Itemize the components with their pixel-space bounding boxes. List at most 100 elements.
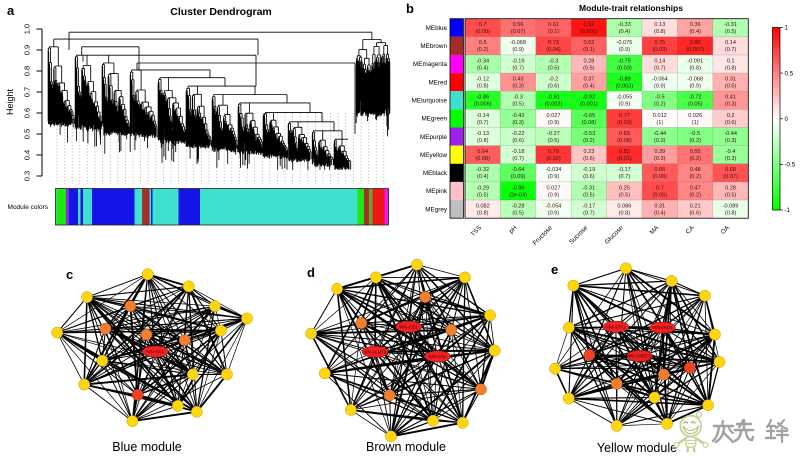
svg-text:Blue module: Blue module xyxy=(112,440,182,454)
svg-text:-0.091: -0.091 xyxy=(687,58,703,64)
svg-text:0: 0 xyxy=(785,116,789,123)
svg-text:(0.8): (0.8) xyxy=(654,29,666,35)
svg-text:MEyellow: MEyellow xyxy=(420,152,447,159)
svg-text:(0.6): (0.6) xyxy=(512,138,524,144)
svg-text:(0.05): (0.05) xyxy=(688,102,703,108)
svg-text:(0.5): (0.5) xyxy=(477,192,489,198)
svg-text:0.027: 0.027 xyxy=(547,113,561,119)
svg-text:-0.17: -0.17 xyxy=(618,167,631,173)
svg-text:0.77: 0.77 xyxy=(619,113,630,119)
svg-text:1.0: 1.0 xyxy=(23,24,32,34)
svg-text:b: b xyxy=(406,1,414,16)
svg-text:(0.2): (0.2) xyxy=(654,102,666,108)
svg-text:(0.1): (0.1) xyxy=(548,29,560,35)
svg-text:0.7: 0.7 xyxy=(23,87,32,97)
svg-text:MEred: MEred xyxy=(428,79,447,86)
svg-text:Brown module: Brown module xyxy=(366,440,446,454)
svg-text:a: a xyxy=(7,3,15,18)
svg-text:(0.07): (0.07) xyxy=(723,174,738,180)
svg-text:0.28: 0.28 xyxy=(725,185,736,191)
svg-text:-0.4: -0.4 xyxy=(726,149,736,155)
svg-text:Module colors: Module colors xyxy=(8,204,49,211)
svg-text:0.25: 0.25 xyxy=(619,185,630,191)
svg-text:(0.05): (0.05) xyxy=(475,29,490,35)
svg-text:(0.5): (0.5) xyxy=(725,192,737,198)
svg-text:(0.7): (0.7) xyxy=(583,211,595,217)
svg-text:0.79: 0.79 xyxy=(548,149,559,155)
svg-text:(0.2): (0.2) xyxy=(477,47,489,53)
svg-text:-0.2: -0.2 xyxy=(549,77,559,83)
svg-text:-0.14: -0.14 xyxy=(476,113,489,119)
svg-text:(0.8): (0.8) xyxy=(725,211,737,217)
svg-text:(0.8): (0.8) xyxy=(477,84,489,90)
svg-text:(0.3): (0.3) xyxy=(725,102,737,108)
svg-text:(0.3): (0.3) xyxy=(654,156,666,162)
svg-text:(0.2): (0.2) xyxy=(583,138,595,144)
svg-text:(0.2): (0.2) xyxy=(689,174,701,180)
svg-text:-0.27: -0.27 xyxy=(547,131,560,137)
svg-text:0.43: 0.43 xyxy=(513,77,524,83)
svg-text:WM-ICD1: WM-ICD1 xyxy=(400,324,419,329)
svg-text:(0.9): (0.9) xyxy=(619,102,631,108)
svg-text:(0.6): (0.6) xyxy=(725,120,737,126)
svg-text:0.13: 0.13 xyxy=(654,22,665,28)
svg-text:0.56: 0.56 xyxy=(513,22,524,28)
svg-text:MEgreen: MEgreen xyxy=(421,116,447,123)
svg-text:-0.31: -0.31 xyxy=(724,22,737,28)
svg-text:(0.5): (0.5) xyxy=(725,29,737,35)
svg-text:WU-SS1: WU-SS1 xyxy=(147,349,164,354)
svg-text:-0.5: -0.5 xyxy=(785,162,796,169)
svg-text:0.012: 0.012 xyxy=(653,113,667,119)
svg-text:-0.18: -0.18 xyxy=(512,149,525,155)
svg-text:-0.33: -0.33 xyxy=(618,22,631,28)
svg-text:(0.8): (0.8) xyxy=(477,138,489,144)
svg-text:0.47: 0.47 xyxy=(690,185,701,191)
svg-text:-0.34: -0.34 xyxy=(476,58,489,64)
svg-text:(0.04): (0.04) xyxy=(546,47,561,53)
svg-text:(0.05): (0.05) xyxy=(652,192,667,198)
svg-text:-0.075: -0.075 xyxy=(616,40,632,46)
svg-text:(0.6): (0.6) xyxy=(583,174,595,180)
svg-text:MEblack: MEblack xyxy=(423,170,448,177)
svg-text:(0.01): (0.01) xyxy=(617,156,632,162)
svg-text:Module-trait relationships: Module-trait relationships xyxy=(579,3,683,13)
svg-text:-0.19: -0.19 xyxy=(583,167,596,173)
svg-text:(0.3): (0.3) xyxy=(512,84,524,90)
svg-text:(0.5): (0.5) xyxy=(512,102,524,108)
svg-text:0.6: 0.6 xyxy=(23,108,32,118)
svg-text:(0.3): (0.3) xyxy=(654,138,666,144)
svg-text:(1): (1) xyxy=(656,120,663,126)
svg-text:0.14: 0.14 xyxy=(654,58,665,64)
svg-text:0.026: 0.026 xyxy=(688,113,702,119)
svg-text:-0.5: -0.5 xyxy=(690,131,700,137)
svg-text:(0.9): (0.9) xyxy=(512,47,524,53)
svg-text:0.48: 0.48 xyxy=(690,167,701,173)
svg-text:0.55: 0.55 xyxy=(690,149,701,155)
svg-text:-0.055: -0.055 xyxy=(616,95,632,101)
svg-text:-0.42: -0.42 xyxy=(512,113,525,119)
svg-text:(0.1): (0.1) xyxy=(583,47,595,53)
svg-text:-0.53: -0.53 xyxy=(583,131,596,137)
svg-text:0.21: 0.21 xyxy=(690,204,701,210)
svg-text:(0.5): (0.5) xyxy=(725,84,737,90)
svg-text:0.7: 0.7 xyxy=(656,185,664,191)
svg-text:(0.001): (0.001) xyxy=(580,29,598,35)
svg-text:-0.5: -0.5 xyxy=(655,95,665,101)
svg-text:WM-CS1: WM-CS1 xyxy=(429,354,447,359)
svg-text:MEturquoise: MEturquoise xyxy=(412,98,448,105)
svg-text:(0.7): (0.7) xyxy=(512,156,524,162)
svg-text:(0.6): (0.6) xyxy=(548,84,560,90)
svg-text:-0.29: -0.29 xyxy=(476,185,489,191)
svg-text:(0.6): (0.6) xyxy=(689,211,701,217)
svg-text:-0.92: -0.92 xyxy=(583,95,596,101)
svg-text:-0.19: -0.19 xyxy=(512,58,525,64)
svg-text:-0.89: -0.89 xyxy=(618,77,631,83)
svg-text:0.14: 0.14 xyxy=(725,40,736,46)
svg-text:0.37: 0.37 xyxy=(583,77,594,83)
svg-text:0.65: 0.65 xyxy=(619,131,630,137)
svg-text:-0.054: -0.054 xyxy=(546,204,562,210)
svg-text:(0.5): (0.5) xyxy=(548,65,560,71)
svg-text:(0.5): (0.5) xyxy=(583,192,595,198)
svg-text:MEmagenta: MEmagenta xyxy=(413,61,447,68)
svg-text:-0.22: -0.22 xyxy=(512,131,525,137)
